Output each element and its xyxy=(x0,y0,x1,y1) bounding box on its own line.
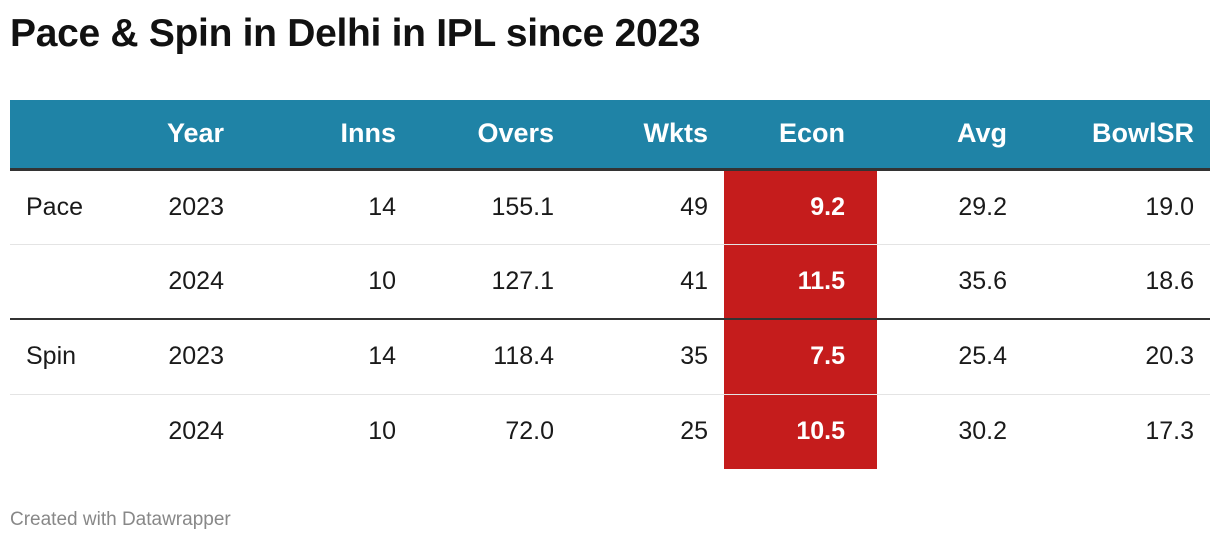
cell-inns: 14 xyxy=(240,169,412,245)
cell-avg: 30.2 xyxy=(958,417,1007,446)
header-cell-overs: Overs xyxy=(412,100,570,171)
cell-wkts: 25 xyxy=(680,417,708,446)
cell-year: 2023 xyxy=(145,319,240,395)
cell-group: Pace xyxy=(10,169,145,245)
table-body: Pace 2023 14 155.1 49 9.2 29.2 19.0 2024… xyxy=(10,169,1210,469)
cell-avg: 29.2 xyxy=(877,169,1023,245)
cell-econ: 10.5 xyxy=(724,394,877,469)
table-header: Year Inns Overs Wkts Econ Avg BowlSR xyxy=(10,100,1210,171)
table-row: 2024 10 72.0 25 10.5 30.2 17.3 xyxy=(10,394,1210,469)
cell-group xyxy=(10,244,145,320)
header-cell-inns: Inns xyxy=(240,100,412,171)
cell-econ: 7.5 xyxy=(724,319,877,395)
header-cell-bowlsr: BowlSR xyxy=(1023,100,1210,171)
cell-overs: 127.1 xyxy=(412,244,570,320)
cell-overs: 72.0 xyxy=(505,417,554,446)
cell-inns: 10 xyxy=(368,417,396,446)
header-cell-group xyxy=(10,100,145,171)
cell-group: Spin xyxy=(10,319,145,395)
header-cell-avg: Avg xyxy=(877,100,1023,171)
cell-avg: 25.4 xyxy=(877,319,1023,395)
table-row: 2024 10 127.1 41 11.5 35.6 18.6 xyxy=(10,244,1210,320)
cell-group xyxy=(10,394,145,469)
header-row: Year Inns Overs Wkts Econ Avg BowlSR xyxy=(10,100,1210,171)
cell-bowlsr: 18.6 xyxy=(1023,244,1210,320)
cell-overs: 118.4 xyxy=(412,319,570,395)
header-cell-econ: Econ xyxy=(724,100,877,171)
cell-year: 2024 xyxy=(168,417,224,446)
cell-econ: 11.5 xyxy=(724,244,877,320)
table-row: Spin 2023 14 118.4 35 7.5 25.4 20.3 xyxy=(10,319,1210,395)
cell-wkts: 49 xyxy=(570,169,724,245)
cell-bowlsr: 19.0 xyxy=(1023,169,1210,245)
cell-year: 2023 xyxy=(145,169,240,245)
cell-econ: 9.2 xyxy=(724,169,877,245)
cell-wkts: 41 xyxy=(570,244,724,320)
footer-credit: Created with Datawrapper xyxy=(10,509,231,530)
cell-overs: 155.1 xyxy=(412,169,570,245)
cell-bowlsr: 20.3 xyxy=(1023,319,1210,395)
cell-inns: 10 xyxy=(240,244,412,320)
cell-wkts: 35 xyxy=(570,319,724,395)
header-cell-wkts: Wkts xyxy=(570,100,724,171)
cell-inns: 14 xyxy=(240,319,412,395)
table-row: Pace 2023 14 155.1 49 9.2 29.2 19.0 xyxy=(10,169,1210,245)
cell-avg: 35.6 xyxy=(877,244,1023,320)
chart-title: Pace & Spin in Delhi in IPL since 2023 xyxy=(10,12,701,55)
cell-year: 2024 xyxy=(145,244,240,320)
data-table: Year Inns Overs Wkts Econ Avg BowlSR Pac… xyxy=(10,100,1210,469)
cell-bowlsr: 17.3 xyxy=(1145,417,1194,446)
header-cell-year: Year xyxy=(145,100,240,171)
